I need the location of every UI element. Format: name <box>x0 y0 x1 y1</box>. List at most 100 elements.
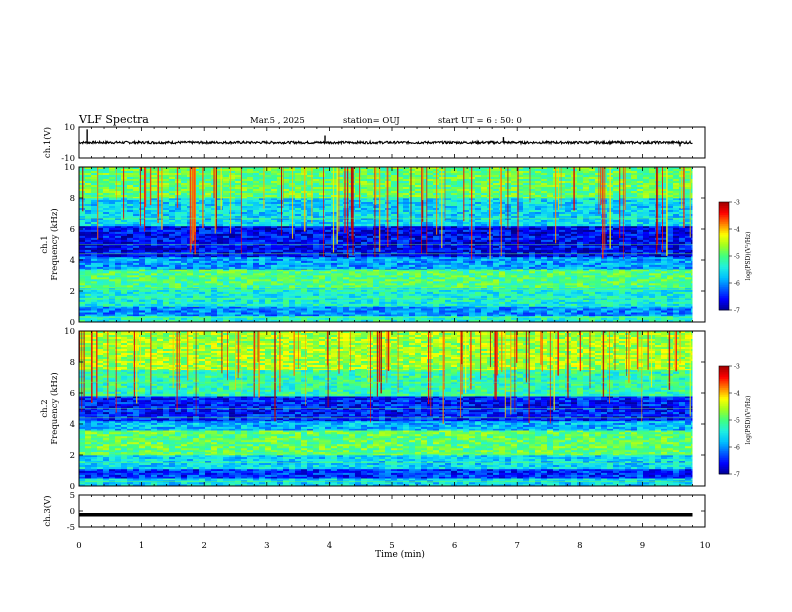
ch1-spectrogram-cell <box>613 229 619 233</box>
ch1-spectrogram-cell <box>589 239 595 243</box>
ch1-spectrogram-cell <box>619 231 625 235</box>
ch1-spectrogram-cell <box>361 275 367 278</box>
ch1-spectrogram-cell <box>331 287 337 289</box>
ch1-spectrogram-cell <box>481 289 487 293</box>
ch1-spectrogram-cell <box>301 273 307 276</box>
ch1-spectrogram-cell <box>151 293 157 297</box>
ch1-spectrogram-cell <box>409 227 415 231</box>
ch1-spectrogram-cell <box>205 264 211 268</box>
ch1-spectrogram-cell <box>139 287 145 291</box>
ch1-spectrogram-cell <box>481 315 487 319</box>
ch1-spectrogram-cell <box>397 305 403 307</box>
ch1-spectrogram-cell <box>673 289 679 293</box>
ch1-spectrogram-cell <box>235 237 241 241</box>
ch1-spectrogram-cell <box>661 237 667 241</box>
ch1-spectrogram-cell <box>619 319 625 323</box>
ch1-spectrogram-cell <box>661 271 667 274</box>
ch1-spectrogram-cell <box>397 285 403 288</box>
ch1-spectrogram-cell <box>187 293 193 297</box>
ch1-spectrogram-cell <box>289 301 295 305</box>
ch1-spectrogram-cell <box>169 268 175 270</box>
ch1-spectrogram-cell <box>325 241 331 245</box>
ch1-spectrogram-cell <box>601 227 607 231</box>
ch1-spectrogram-cell <box>271 287 277 291</box>
ch1-spectrogram-cell <box>145 285 151 288</box>
ch1-spectrogram-cell <box>373 273 379 276</box>
ch1-spectrogram-cell <box>289 247 295 251</box>
ch1-spectrogram-cell <box>163 239 169 243</box>
ch1-spectrogram-cell <box>127 273 133 276</box>
ch1-spectrogram-cell <box>649 266 655 270</box>
ch1-spectrogram-cell <box>295 293 301 297</box>
ch1-spectrogram-cell <box>205 301 211 305</box>
ch1-spectrogram-cell <box>151 243 157 247</box>
ch1-spectrogram-cell <box>301 299 307 303</box>
ch1-spectrogram-cell <box>253 273 259 276</box>
ch1-spectrogram-cell <box>103 268 109 270</box>
ch1-spectrogram-cell <box>583 243 589 247</box>
ch1-spectrogram-cell <box>361 231 367 235</box>
ch1-spectrogram-cell <box>199 277 205 280</box>
ch1-spectrogram-cell <box>157 247 163 251</box>
ch1-spectrogram-cell <box>625 241 631 245</box>
ch1-spectrogram-cell <box>637 289 643 293</box>
ch1-spectrogram-cell <box>583 289 589 293</box>
ch1-spectrogram-cell <box>667 268 673 270</box>
ch1-spectrogram-cell <box>163 268 169 270</box>
ch1-spectrogram-cell <box>427 285 433 288</box>
ch1-spectrogram-cell <box>625 310 631 313</box>
ch1-spectrogram-cell <box>499 245 505 249</box>
ch1-spectrogram-cell <box>157 239 163 243</box>
ch1-spectrogram-cell <box>523 306 529 309</box>
ch1-spectrogram-cell <box>109 306 115 309</box>
ch1-spectrogram-cell <box>223 235 229 239</box>
ch1-spectrogram-cell <box>97 239 103 243</box>
ch1-spectrogram-cell <box>685 283 691 286</box>
ch1-spectrogram-cell <box>523 256 529 260</box>
ch1-spectrogram-cell <box>151 235 157 239</box>
ch1-spectrogram-cell <box>451 303 457 307</box>
ch1-spectrogram-cell <box>601 237 607 241</box>
ch1-spectrogram-cell <box>547 269 553 272</box>
ch1-spectrogram-cell <box>229 310 235 313</box>
ch1-spectrogram-cell <box>205 281 211 284</box>
ch1-spectrogram-cell <box>175 308 181 311</box>
ch1-spectrogram-cell <box>103 293 109 297</box>
ch1-spectrogram-cell <box>451 260 457 264</box>
ch1-spectrogram-cell <box>589 277 595 280</box>
ch1-spectrogram-cell <box>361 301 367 305</box>
ch1-spectrogram-cell <box>235 308 241 311</box>
ch1-spectrogram-cell <box>127 317 133 321</box>
ch1-spectrogram-cell <box>601 287 607 291</box>
ch1-spectrogram-cell <box>307 295 313 299</box>
ch1-spectrogram-cell <box>169 308 175 311</box>
ch1-spectrogram-cell <box>205 283 211 286</box>
ch1-spectrogram-cell <box>97 269 103 272</box>
ch1-spectrogram-cell <box>499 287 505 291</box>
ch1-spectrogram-cell <box>625 256 631 260</box>
ch1-spectrogram-cell <box>481 245 487 249</box>
ch1-spectrogram-cell <box>79 225 85 229</box>
ch1-spectrogram-cell <box>691 291 693 295</box>
ch1-spectrogram-cell <box>691 237 693 241</box>
ch1-spectrogram-cell <box>391 237 397 241</box>
ch1-spectrogram-cell <box>217 241 223 245</box>
ch1-spectrogram-cell <box>403 312 409 315</box>
ch1-spectrogram-cell <box>181 293 187 297</box>
ch1-spectrogram-cell <box>517 312 523 315</box>
ch1-spectrogram-cell <box>85 287 91 289</box>
ch1-spectrogram-cell <box>157 299 163 303</box>
ch1-spectrogram-cell <box>229 303 235 307</box>
ch1-spectrogram-cell <box>391 239 397 243</box>
ch1-spectrogram-cell <box>397 289 403 293</box>
ch1-spectrogram-cell <box>421 271 427 274</box>
ch1-spectrogram-cell <box>223 310 229 313</box>
ch1-spectrogram-cell <box>355 285 361 288</box>
ch1-spectrogram-cell <box>205 315 211 319</box>
ch1-spectrogram-cell <box>205 317 211 321</box>
ch1-spectrogram-cell <box>349 266 355 270</box>
ch1-spectrogram-cell <box>397 233 403 237</box>
ch1-spectrogram-cell <box>385 269 391 272</box>
ch1-spectrogram-cell <box>439 299 445 303</box>
ch1-spectrogram-cell <box>493 308 499 311</box>
